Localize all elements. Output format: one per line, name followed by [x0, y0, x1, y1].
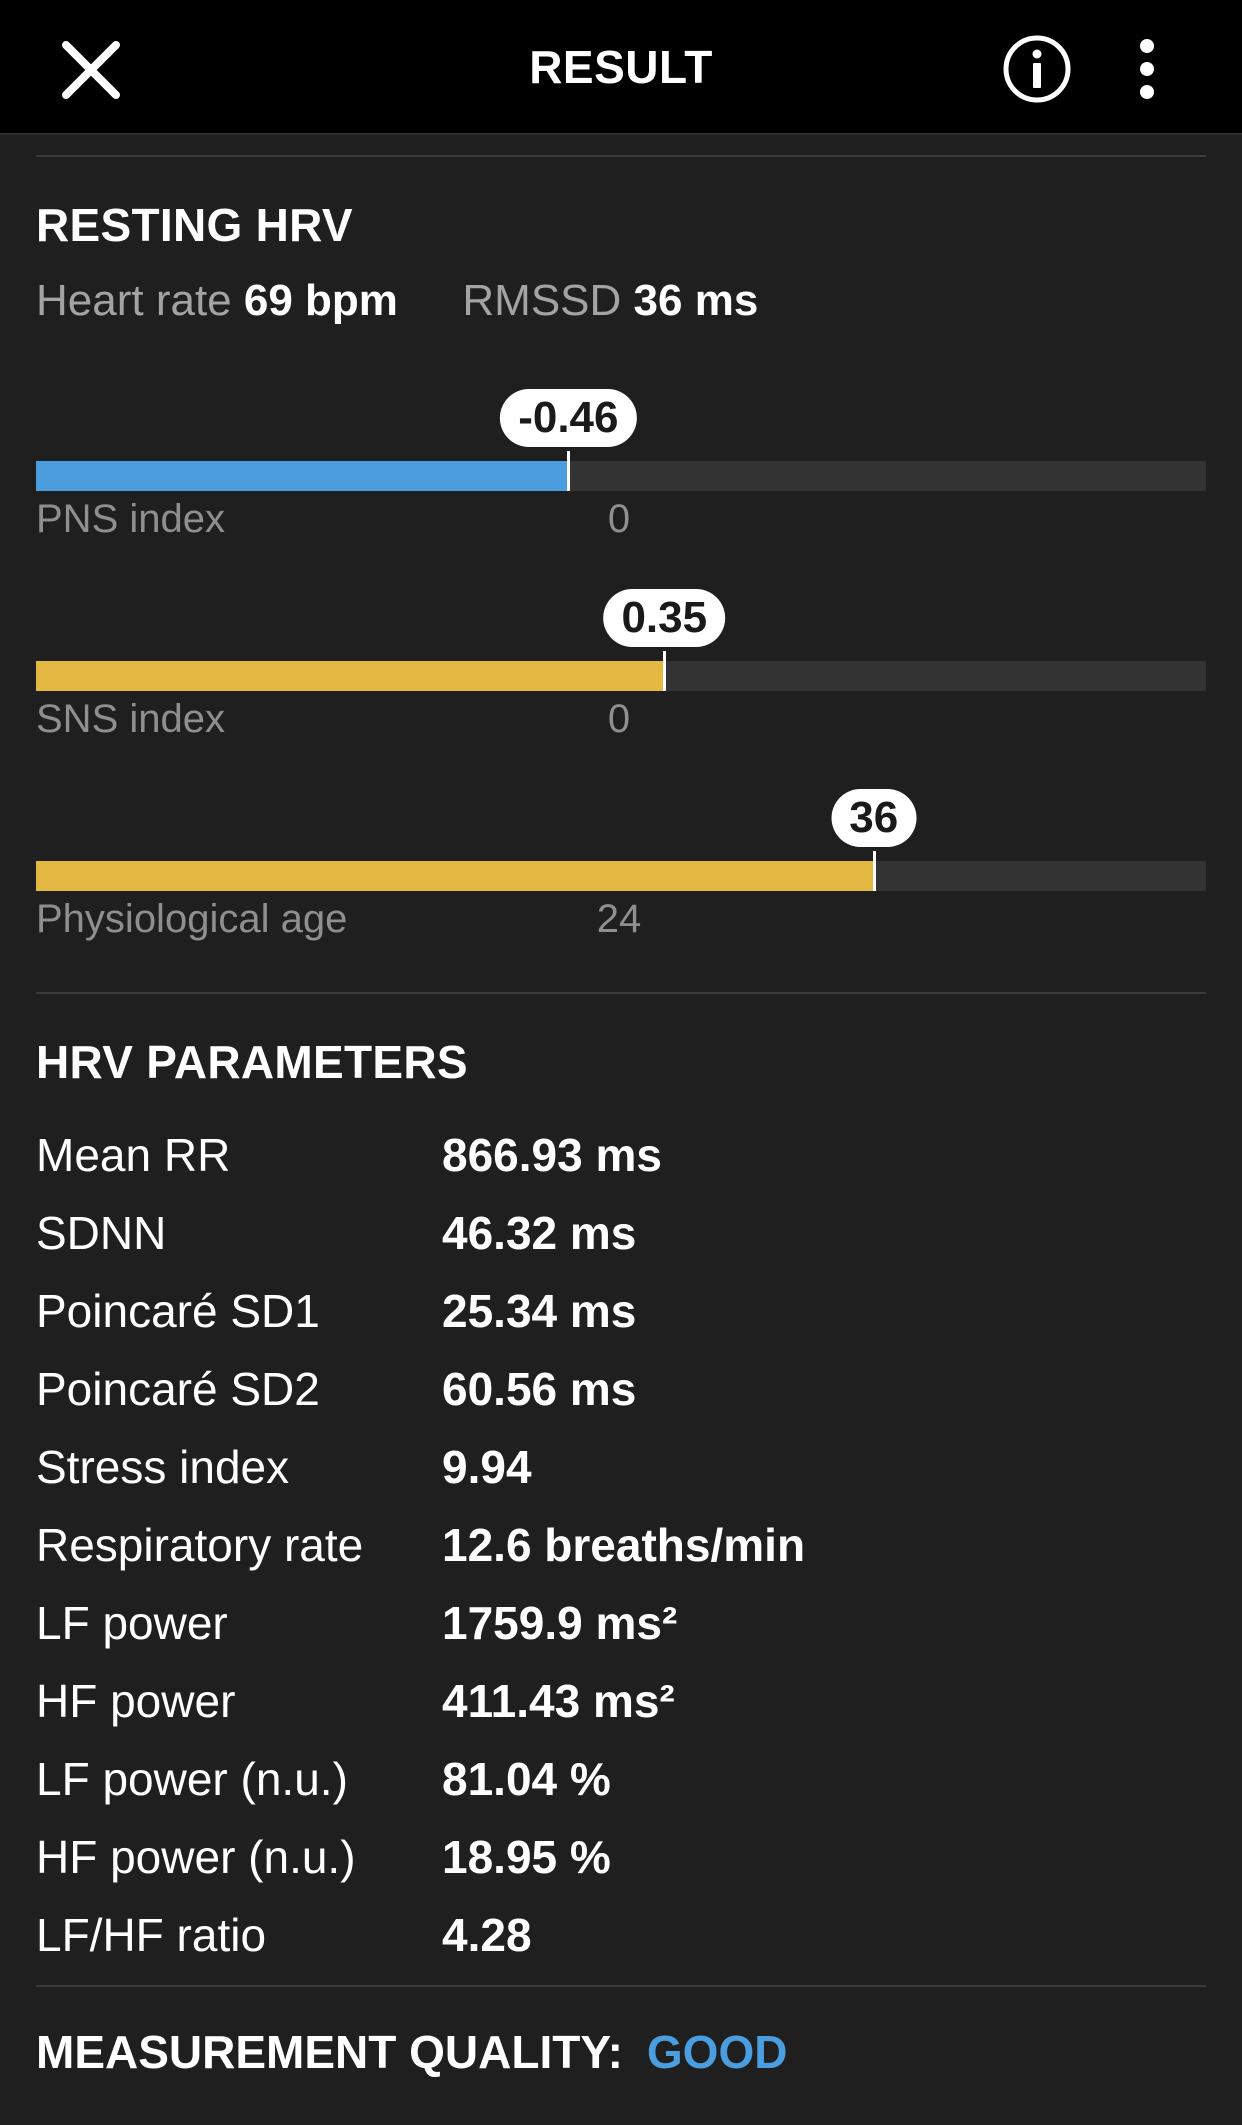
param-name: Poincaré SD1 [36, 1285, 320, 1337]
param-name: HF power (n.u.) [36, 1831, 356, 1883]
param-row-mean-rr: Mean RR 866.93 ms [36, 1120, 1206, 1198]
param-value: 866.93 ms [442, 1129, 662, 1181]
rmssd-value: 36 ms [633, 276, 759, 325]
param-row-sdnn: SDNN 46.32 ms [36, 1198, 1206, 1276]
param-value: 18.95 % [442, 1831, 611, 1883]
physiological-age-gauge: 36 Physiological age 24 [36, 789, 1206, 1061]
param-value: 4.28 [442, 1909, 532, 1961]
heart-rate-label: Heart rate [36, 276, 232, 325]
gauge-label: SNS index [36, 697, 225, 741]
param-row-lf-power: LF power 1759.9 ms² [36, 1588, 1206, 1666]
rmssd-label: RMSSD [462, 276, 622, 325]
gauge-label: PNS index [36, 497, 225, 541]
param-value: 60.56 ms [442, 1363, 637, 1415]
param-value: 25.34 ms [442, 1285, 637, 1337]
param-row-lf-hf-ratio: LF/HF ratio 4.28 [36, 1900, 1206, 1978]
param-row-respiratory-rate: Respiratory rate 12.6 breaths/min [36, 1510, 1206, 1588]
gauge-fill [36, 461, 569, 491]
param-name: LF power [36, 1597, 228, 1649]
param-row-hf-power-nu: HF power (n.u.) 18.95 % [36, 1822, 1206, 1900]
divider [36, 155, 1206, 157]
more-options-icon[interactable] [1122, 34, 1172, 104]
page-title: RESULT [529, 41, 713, 93]
param-value: 1759.9 ms² [442, 1597, 678, 1649]
gauge-value-bubble: -0.46 [500, 389, 637, 447]
param-name: HF power [36, 1675, 236, 1727]
hrv-parameters-list: Mean RR 866.93 ms SDNN 46.32 ms Poincaré… [36, 1120, 1206, 1978]
param-value: 46.32 ms [442, 1207, 637, 1259]
measurement-quality: MEASUREMENT QUALITY: GOOD [36, 2025, 787, 2079]
gauge-reference: 24 [596, 897, 642, 941]
divider [36, 992, 1206, 994]
param-value: 12.6 breaths/min [442, 1519, 806, 1571]
resting-hrv-title: RESTING HRV [36, 199, 353, 251]
param-row-lf-power-nu: LF power (n.u.) 81.04 % [36, 1744, 1206, 1822]
param-value: 411.43 ms² [442, 1675, 675, 1727]
measurement-quality-value: GOOD [646, 2026, 788, 2078]
gauge-fill [36, 861, 874, 891]
close-icon[interactable] [56, 35, 126, 105]
param-row-hf-power: HF power 411.43 ms² [36, 1666, 1206, 1744]
gauge-value-bubble: 0.35 [603, 589, 726, 647]
measurement-quality-label: MEASUREMENT QUALITY: [36, 2026, 623, 2078]
param-name: LF/HF ratio [36, 1909, 267, 1961]
param-value: 9.94 [442, 1441, 532, 1493]
param-name: Respiratory rate [36, 1519, 364, 1571]
info-icon[interactable] [1002, 34, 1072, 104]
param-name: SDNN [36, 1207, 167, 1259]
gauge-marker [663, 651, 667, 691]
param-name: Poincaré SD2 [36, 1363, 320, 1415]
gauge-marker [567, 451, 571, 491]
gauge-reference: 0 [607, 697, 631, 741]
top-app-bar: RESULT [0, 0, 1242, 135]
pns-index-gauge: -0.46 PNS index 0 [36, 389, 1206, 661]
sns-index-gauge: 0.35 SNS index 0 [36, 589, 1206, 861]
param-name: LF power (n.u.) [36, 1753, 348, 1805]
param-row-poincare-sd2: Poincaré SD2 60.56 ms [36, 1354, 1206, 1432]
param-row-poincare-sd1: Poincaré SD1 25.34 ms [36, 1276, 1206, 1354]
hrv-parameters-title: HRV PARAMETERS [36, 1036, 468, 1088]
divider [36, 1985, 1206, 1987]
gauge-fill [36, 661, 665, 691]
param-value: 81.04 % [442, 1753, 611, 1805]
param-name: Mean RR [36, 1129, 231, 1181]
param-row-stress-index: Stress index 9.94 [36, 1432, 1206, 1510]
gauge-label: Physiological age [36, 897, 348, 941]
param-name: Stress index [36, 1441, 290, 1493]
gauge-value-bubble: 36 [831, 789, 917, 847]
resting-summary: Heart rate 69 bpm RMSSD 36 ms [36, 276, 758, 326]
heart-rate-value: 69 bpm [243, 276, 398, 325]
gauge-reference: 0 [607, 497, 631, 541]
gauge-marker [872, 851, 876, 891]
